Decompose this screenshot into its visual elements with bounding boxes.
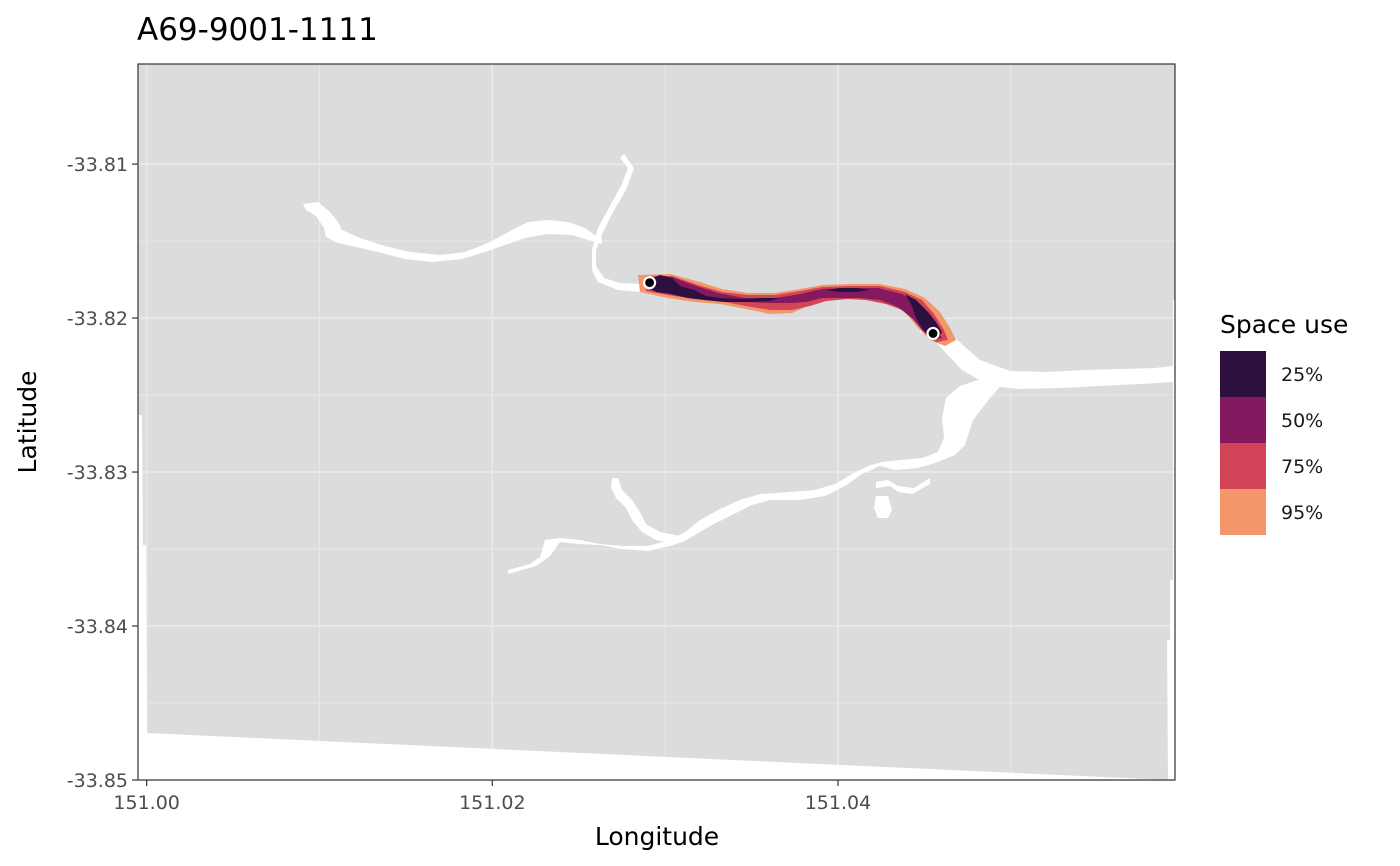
y-axis-title: Latitude (13, 371, 42, 474)
legend-label: 95% (1281, 502, 1323, 524)
southern-creek (611, 478, 680, 544)
map-panel (137, 63, 1176, 781)
small-inlet (876, 478, 930, 494)
main-channel-east (920, 320, 1173, 389)
space-use-50-contour (648, 277, 942, 340)
legend-label: 25% (1281, 364, 1323, 386)
y-tick-label: -33.82 (67, 308, 128, 330)
x-tick-label: 151.04 (805, 792, 871, 814)
legend-title: Space use (1220, 310, 1348, 339)
legend-swatch (1220, 443, 1266, 489)
small-island-water (874, 496, 892, 518)
northwest-tributary (303, 202, 602, 262)
x-axis-title: Longitude (595, 822, 719, 851)
panel-border (137, 63, 1176, 781)
southeast-tributary (508, 380, 1004, 574)
axes: 151.00 151.02 151.04 -33.81 -33.82 -33.83 -33.… (67, 154, 871, 814)
y-tick-label: -33.83 (67, 462, 128, 484)
receiver-marker (926, 326, 940, 341)
legend: Space use 25% 50% 75% 95% (1220, 310, 1348, 535)
southern-water-strip (138, 415, 1168, 780)
y-tick-label: -33.81 (67, 154, 128, 176)
legend-swatch (1220, 351, 1266, 397)
receiver-marker (642, 276, 657, 290)
space-use-25-core-west (648, 275, 780, 302)
space-use-25-core-mid (826, 288, 870, 292)
legend-label: 50% (1281, 410, 1323, 432)
legend-swatch (1220, 489, 1266, 535)
legend-swatch (1220, 397, 1266, 443)
chart-title: A69-9001-1111 (137, 12, 378, 48)
legend-entries: 25% 50% 75% 95% (1220, 351, 1323, 535)
legend-label: 75% (1281, 456, 1323, 478)
y-tick-label: -33.84 (67, 616, 128, 638)
receiver-stations (642, 276, 940, 341)
north-branch (592, 154, 640, 292)
eastern-water-strip (1167, 300, 1175, 780)
x-tick-label: 151.00 (113, 792, 179, 814)
y-tick-label: -33.85 (67, 770, 128, 792)
x-tick-label: 151.02 (459, 792, 525, 814)
land-background (138, 64, 1175, 780)
